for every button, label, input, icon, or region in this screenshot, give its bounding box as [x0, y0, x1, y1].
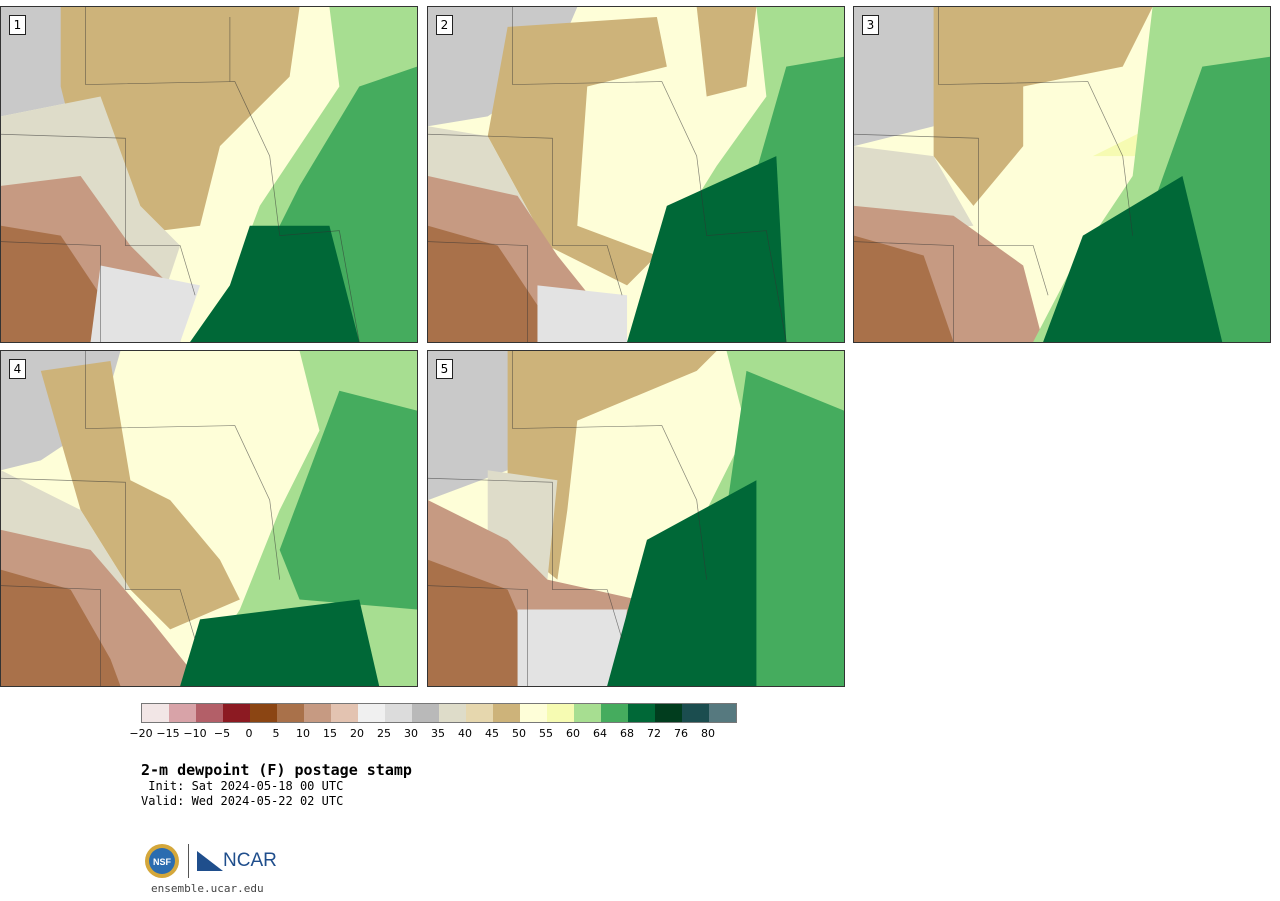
colorbar-tick-label: 35	[431, 727, 445, 740]
colorbar-tick-label: −20	[129, 727, 153, 740]
dewpoint-map	[428, 351, 844, 686]
colorbar-swatch	[385, 704, 412, 722]
colorbar-ticks: −20 −15 −10 −5 0 5 10 15 20 25 30 35 40 45 50 55 60 64 68 7…	[129, 727, 761, 741]
panel-label: 3	[862, 15, 879, 35]
colorbar-tick-label: 10	[296, 727, 310, 740]
colorbar-tick-label: 50	[512, 727, 526, 740]
dewpoint-map	[1, 7, 417, 342]
map-panel-3: 3	[853, 6, 1271, 343]
colorbar-tick-label: 76	[674, 727, 688, 740]
colorbar-tick-label: 0	[245, 727, 253, 740]
colorbar-tick-label: −15	[156, 727, 180, 740]
panel-label: 2	[436, 15, 453, 35]
colorbar-swatch	[682, 704, 709, 722]
colorbar-tick-label: 25	[377, 727, 391, 740]
colorbar-swatch	[358, 704, 385, 722]
colorbar-swatch	[493, 704, 520, 722]
logos: NSF NCAR	[144, 843, 277, 879]
colorbar-tick-label: 15	[323, 727, 337, 740]
colorbar-swatch	[655, 704, 682, 722]
colorbar-swatch	[466, 704, 493, 722]
ncar-logo-text: NCAR	[223, 850, 277, 871]
colorbar-tick-label: 68	[620, 727, 634, 740]
panel-label: 1	[9, 15, 26, 35]
colorbar-swatch	[709, 704, 736, 722]
colorbar-tick-label: 5	[272, 727, 280, 740]
colorbar-swatch	[142, 704, 169, 722]
colorbar-swatch	[601, 704, 628, 722]
colorbar-swatch	[223, 704, 250, 722]
colorbar-tick-label: −10	[183, 727, 207, 740]
colorbar-tick-label: 80	[701, 727, 715, 740]
map-panel-4: 4	[0, 350, 418, 687]
colorbar-tick-label: 30	[404, 727, 418, 740]
colorbar-tick-label: −5	[213, 727, 231, 740]
colorbar-swatch	[196, 704, 223, 722]
init-time: Init: Sat 2024-05-18 00 UTC	[141, 779, 344, 793]
colorbar-tick-label: 72	[647, 727, 661, 740]
colorbar-swatch	[250, 704, 277, 722]
site-url: ensemble.ucar.edu	[151, 882, 264, 895]
panel-label: 5	[436, 359, 453, 379]
colorbar-swatch	[574, 704, 601, 722]
colorbar-swatch	[331, 704, 358, 722]
colorbar-tick-label: 60	[566, 727, 580, 740]
colorbar-swatch	[439, 704, 466, 722]
valid-time: Valid: Wed 2024-05-22 02 UTC	[141, 794, 344, 808]
ncar-logo-mark	[197, 851, 223, 871]
logo-separator	[188, 844, 189, 878]
dewpoint-map	[1, 351, 417, 686]
dewpoint-map	[854, 7, 1270, 342]
colorbar-tick-label: 45	[485, 727, 499, 740]
map-panel-1: 1	[0, 6, 418, 343]
colorbar-swatch	[277, 704, 304, 722]
colorbar-tick-label: 20	[350, 727, 364, 740]
colorbar-tick-label: 55	[539, 727, 553, 740]
colorbar-tick-label: 40	[458, 727, 472, 740]
colorbar-swatch	[169, 704, 196, 722]
panel-label: 4	[9, 359, 26, 379]
colorbar-swatch	[628, 704, 655, 722]
colorbar-swatch	[547, 704, 574, 722]
dewpoint-map	[428, 7, 844, 342]
colorbar-swatch	[520, 704, 547, 722]
nsf-logo: NSF	[145, 844, 179, 878]
nsf-logo-text: NSF	[153, 857, 172, 867]
colorbar	[141, 703, 737, 723]
colorbar-swatch	[412, 704, 439, 722]
legend-title: 2-m dewpoint (F) postage stamp	[141, 761, 412, 779]
colorbar-tick-label: 64	[593, 727, 607, 740]
ncar-logo: NCAR	[197, 850, 277, 872]
colorbar-swatch	[304, 704, 331, 722]
map-panel-5: 5	[427, 350, 845, 687]
map-panel-2: 2	[427, 6, 845, 343]
